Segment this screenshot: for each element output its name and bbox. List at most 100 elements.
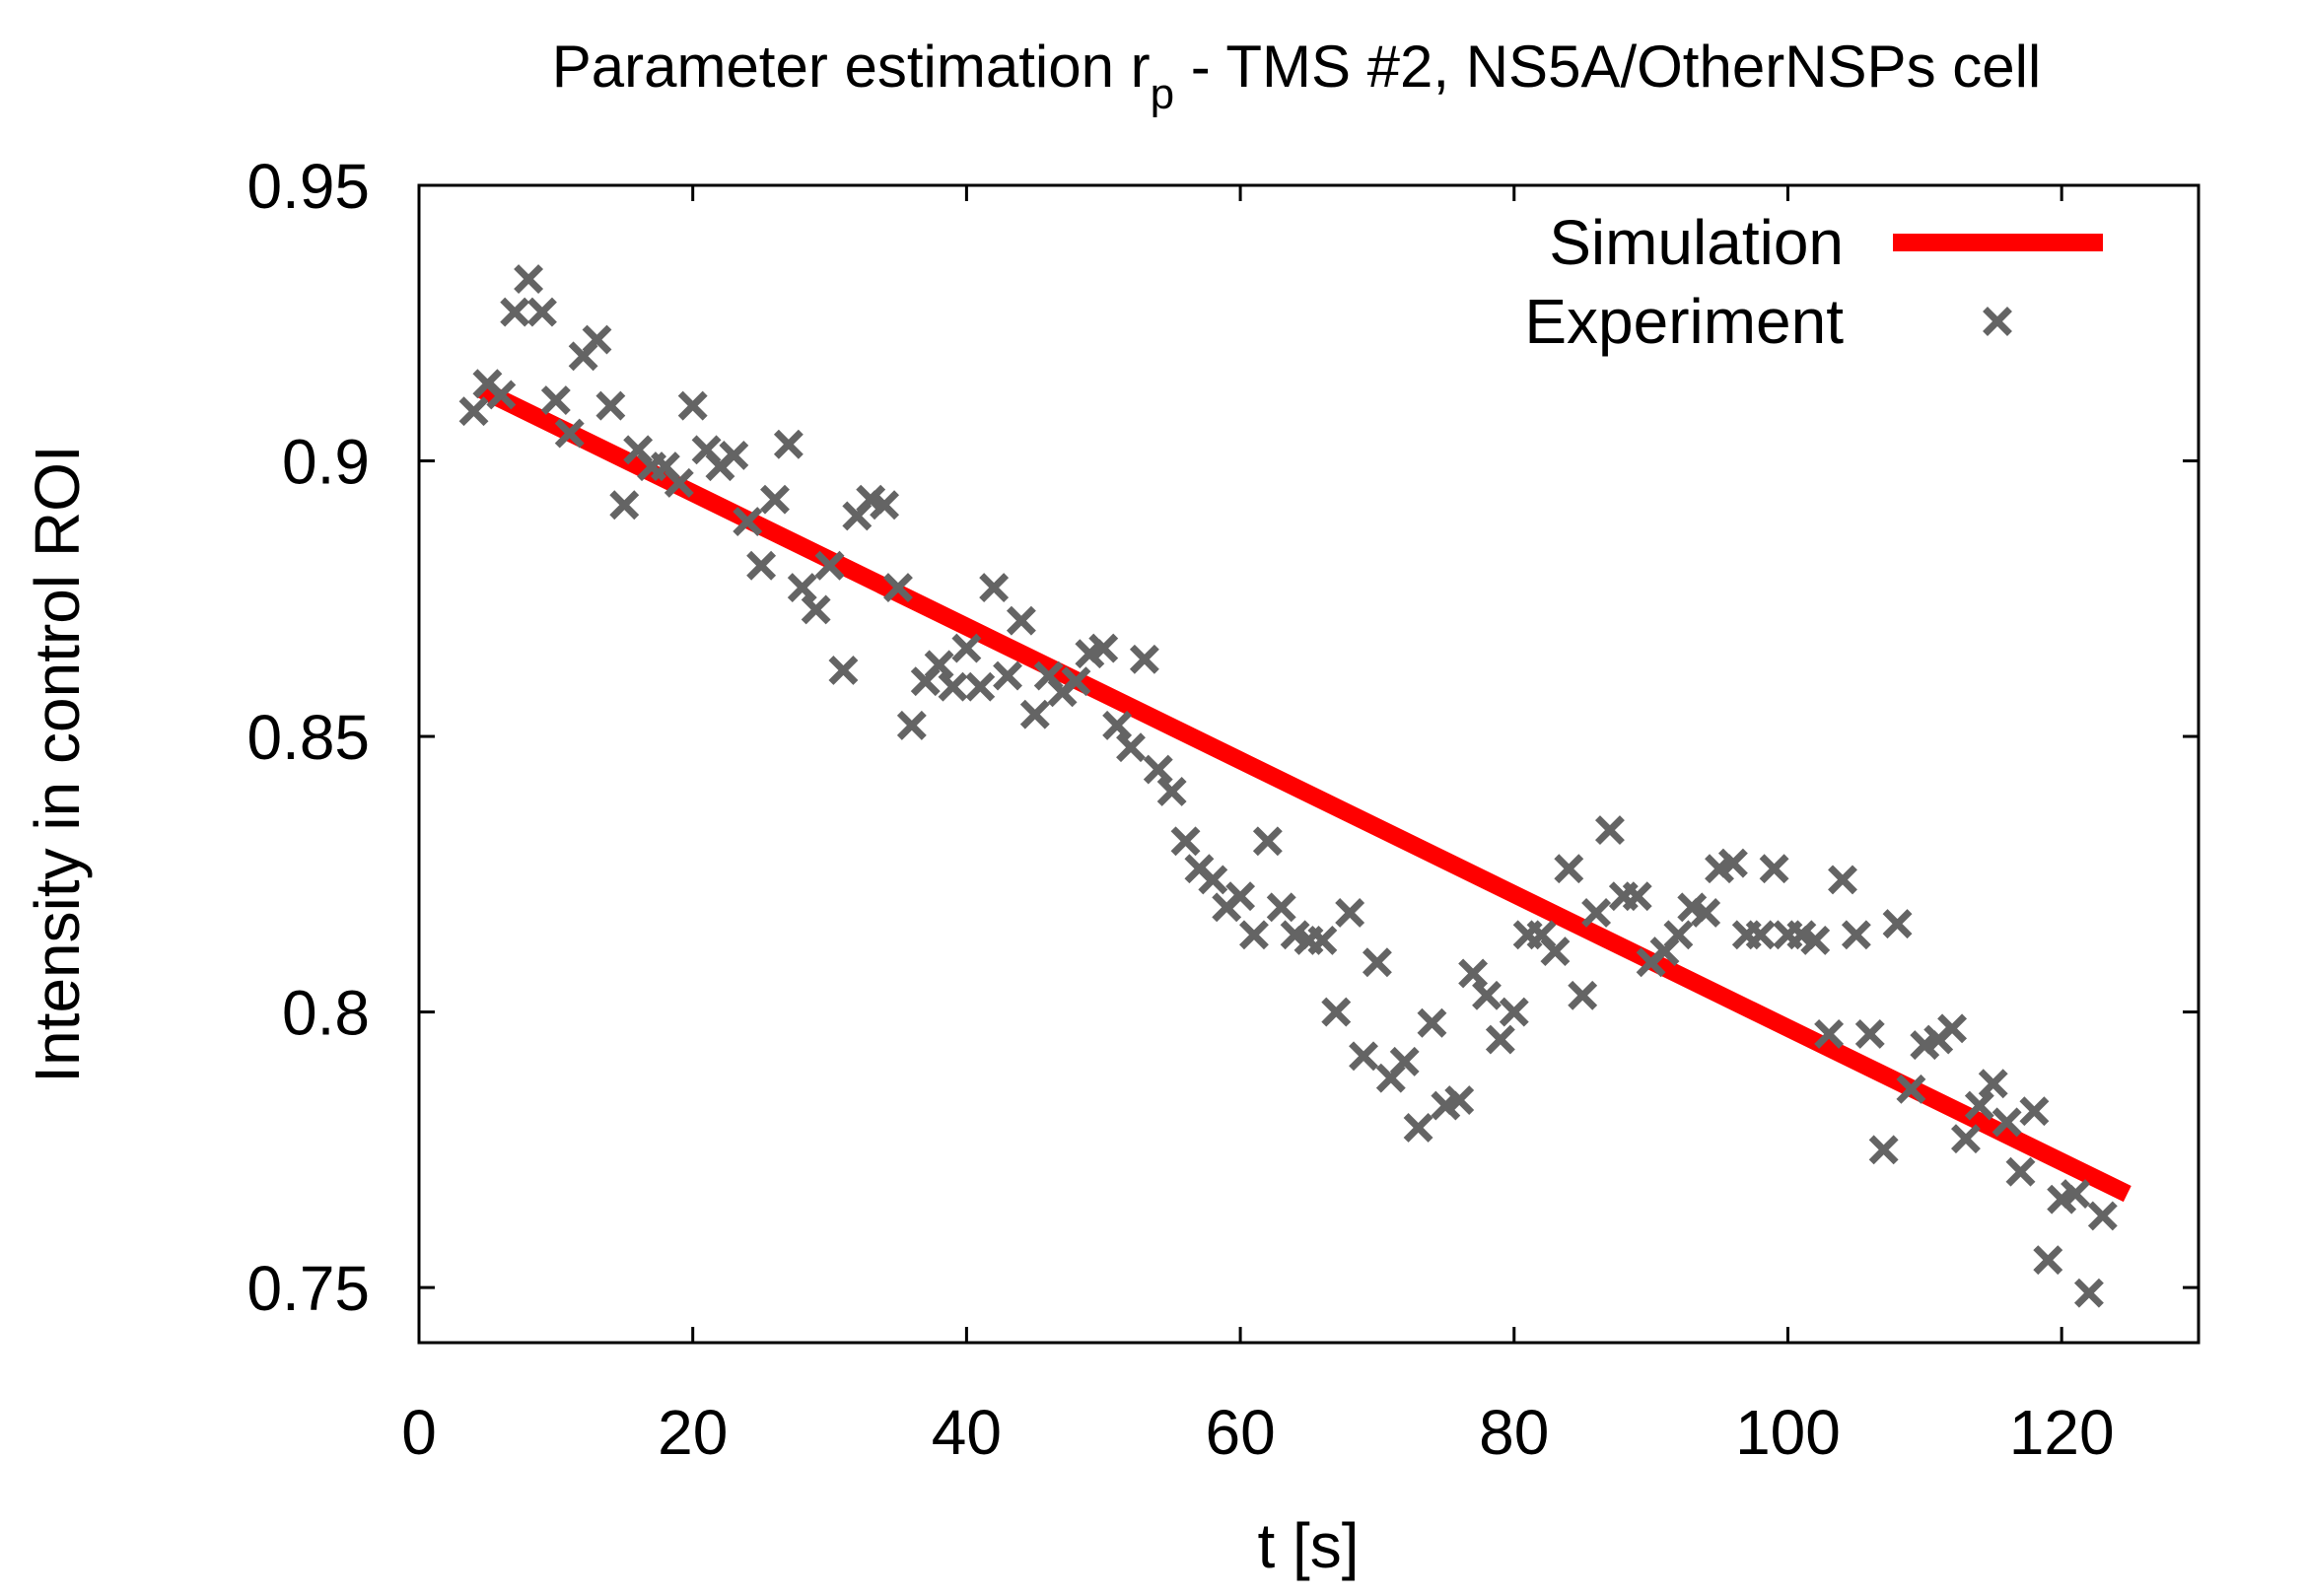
experiment-point [1006, 605, 1036, 636]
marker-stroke [1116, 732, 1146, 763]
marker-stroke [1540, 937, 1571, 967]
marker-stroke [896, 710, 927, 740]
marker-stroke [1170, 826, 1201, 857]
experiment-point [1499, 997, 1529, 1027]
experiment-point [1951, 1124, 1981, 1154]
marker-stroke [1717, 848, 1748, 878]
marker-stroke [1759, 854, 1789, 884]
experiment-point [870, 490, 900, 520]
experiment-point [1677, 892, 1708, 923]
marker-stroke [924, 650, 954, 680]
marker-stroke [472, 369, 503, 399]
marker-stroke [1431, 1090, 1461, 1121]
experiment-point [554, 418, 585, 449]
marker-stroke [650, 451, 680, 482]
marker-stroke [1568, 980, 1598, 1010]
marker-stroke [1868, 1135, 1899, 1165]
marker-stroke [1088, 633, 1119, 663]
experiment-point [595, 390, 626, 421]
experiment-point [733, 507, 763, 536]
experiment-point [1252, 826, 1283, 857]
marker-stroke [2061, 1179, 2090, 1210]
marker-stroke [1266, 892, 1296, 923]
marker-stroke [1786, 920, 1817, 950]
marker-stroke [2073, 1278, 2104, 1308]
experiment-point [1595, 815, 1625, 846]
marker-stroke [1307, 925, 1338, 955]
experiment-point [1554, 854, 1584, 884]
marker-stroke [1075, 639, 1105, 669]
marker-stroke [664, 467, 694, 498]
experiment-point [514, 264, 544, 294]
marker-stroke [1800, 925, 1831, 955]
marker-stroke [1983, 307, 2012, 336]
series-layer [458, 264, 2131, 1308]
marker-stroke [719, 440, 749, 470]
y-axis: 0.75 0.8 0.85 0.9 0.95 [246, 151, 2199, 1324]
experiment-point [1882, 909, 1913, 939]
experiment-point [2087, 1201, 2118, 1231]
marker-stroke [595, 390, 626, 421]
experiment-point [924, 650, 954, 680]
experiment-point [1239, 920, 1269, 950]
experiment-point [1896, 1074, 1926, 1104]
experiment-point [1581, 897, 1612, 928]
experiment-point [677, 390, 708, 421]
marker-stroke [458, 396, 489, 427]
experiment-point [1362, 947, 1392, 978]
experiment-point [828, 656, 859, 685]
marker-stroke [1019, 699, 1050, 729]
marker-stroke [1485, 1024, 1515, 1055]
marker-stroke [554, 418, 585, 449]
marker-stroke [1252, 826, 1283, 857]
experiment-point [527, 297, 557, 327]
x-axis: 0 20 40 60 80 100 120 [401, 185, 2115, 1468]
experiment-point [965, 671, 996, 702]
experiment-point [1814, 1018, 1845, 1049]
gridless-plot-area [417, 183, 2201, 1345]
experiment-point [1978, 1069, 2008, 1099]
marker-stroke [787, 573, 817, 603]
marker-stroke [1403, 1113, 1433, 1143]
experiment-point [787, 573, 817, 603]
marker-stroke [1225, 881, 1256, 912]
experiment-point [1458, 958, 1489, 989]
experiment-point [896, 710, 927, 740]
experiment-point [773, 429, 804, 459]
marker-stroke [1581, 897, 1612, 928]
marker-stroke [1280, 920, 1310, 950]
marker-stroke [1992, 1107, 2022, 1138]
x-tick-label: 80 [1479, 1397, 1549, 1468]
marker-stroke [500, 297, 530, 327]
marker-stroke [828, 656, 859, 685]
marker-stroke [746, 550, 777, 581]
experiment-point [1568, 980, 1598, 1010]
marker-stroke [1184, 854, 1215, 884]
marker-stroke [1677, 892, 1708, 923]
marker-stroke [1362, 947, 1392, 978]
marker-stroke [1321, 997, 1352, 1027]
marker-stroke [527, 297, 557, 327]
experiment-point [746, 550, 777, 581]
marker-stroke [1854, 1018, 1885, 1049]
x-tick-label: 120 [2009, 1397, 2115, 1468]
experiment-point [1102, 710, 1133, 740]
marker-stroke [856, 484, 886, 515]
marker-stroke [1964, 1090, 1994, 1121]
experiment-point [1075, 639, 1105, 669]
x-tick-label: 20 [658, 1397, 728, 1468]
experiment-point [1129, 644, 1159, 674]
experiment-point [979, 573, 1010, 603]
experiment-point [814, 550, 845, 581]
experiment-point [1992, 1107, 2022, 1138]
marker-stroke [1595, 815, 1625, 846]
marker-stroke [1417, 1007, 1447, 1038]
marker-stroke [883, 573, 913, 603]
marker-stroke [1156, 777, 1187, 806]
experiment-point [1444, 1085, 1475, 1115]
marker-stroke [1143, 754, 1173, 785]
marker-stroke [1705, 854, 1734, 884]
marker-stroke [1335, 897, 1365, 928]
marker-stroke [1239, 920, 1269, 950]
y-tick-label: 0.9 [282, 427, 370, 498]
